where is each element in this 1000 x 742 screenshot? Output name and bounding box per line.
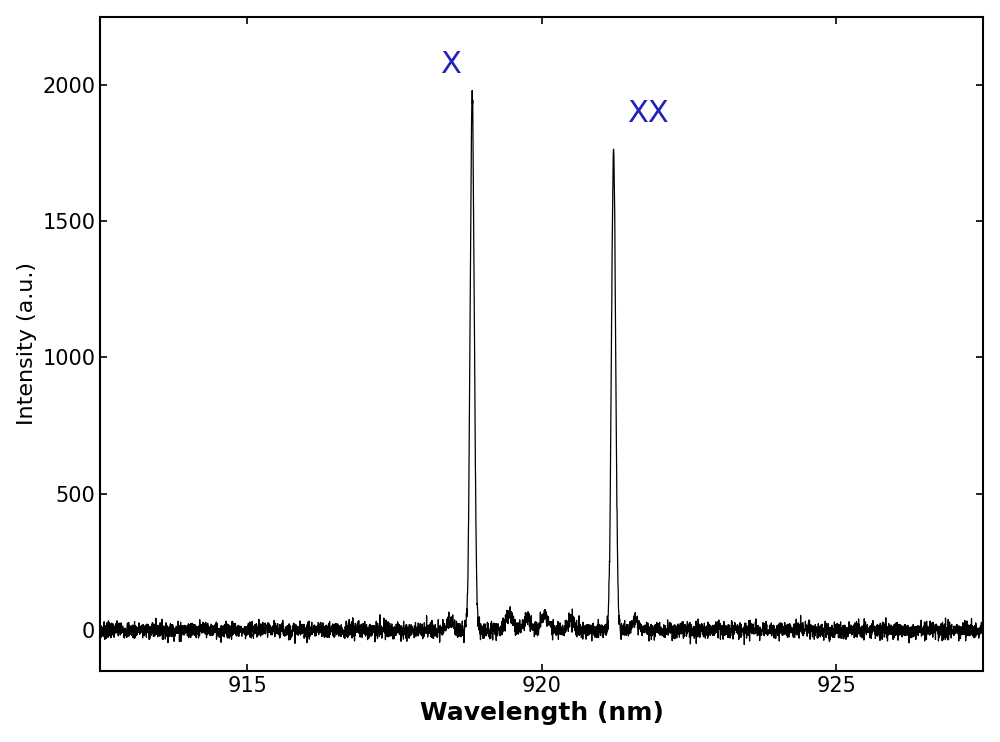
Text: XX: XX (627, 99, 669, 128)
X-axis label: Wavelength (nm): Wavelength (nm) (420, 701, 664, 726)
Text: X: X (440, 50, 461, 79)
Y-axis label: Intensity (a.u.): Intensity (a.u.) (17, 262, 37, 425)
